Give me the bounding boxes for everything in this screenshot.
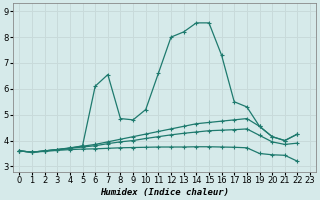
X-axis label: Humidex (Indice chaleur): Humidex (Indice chaleur) <box>100 188 229 197</box>
